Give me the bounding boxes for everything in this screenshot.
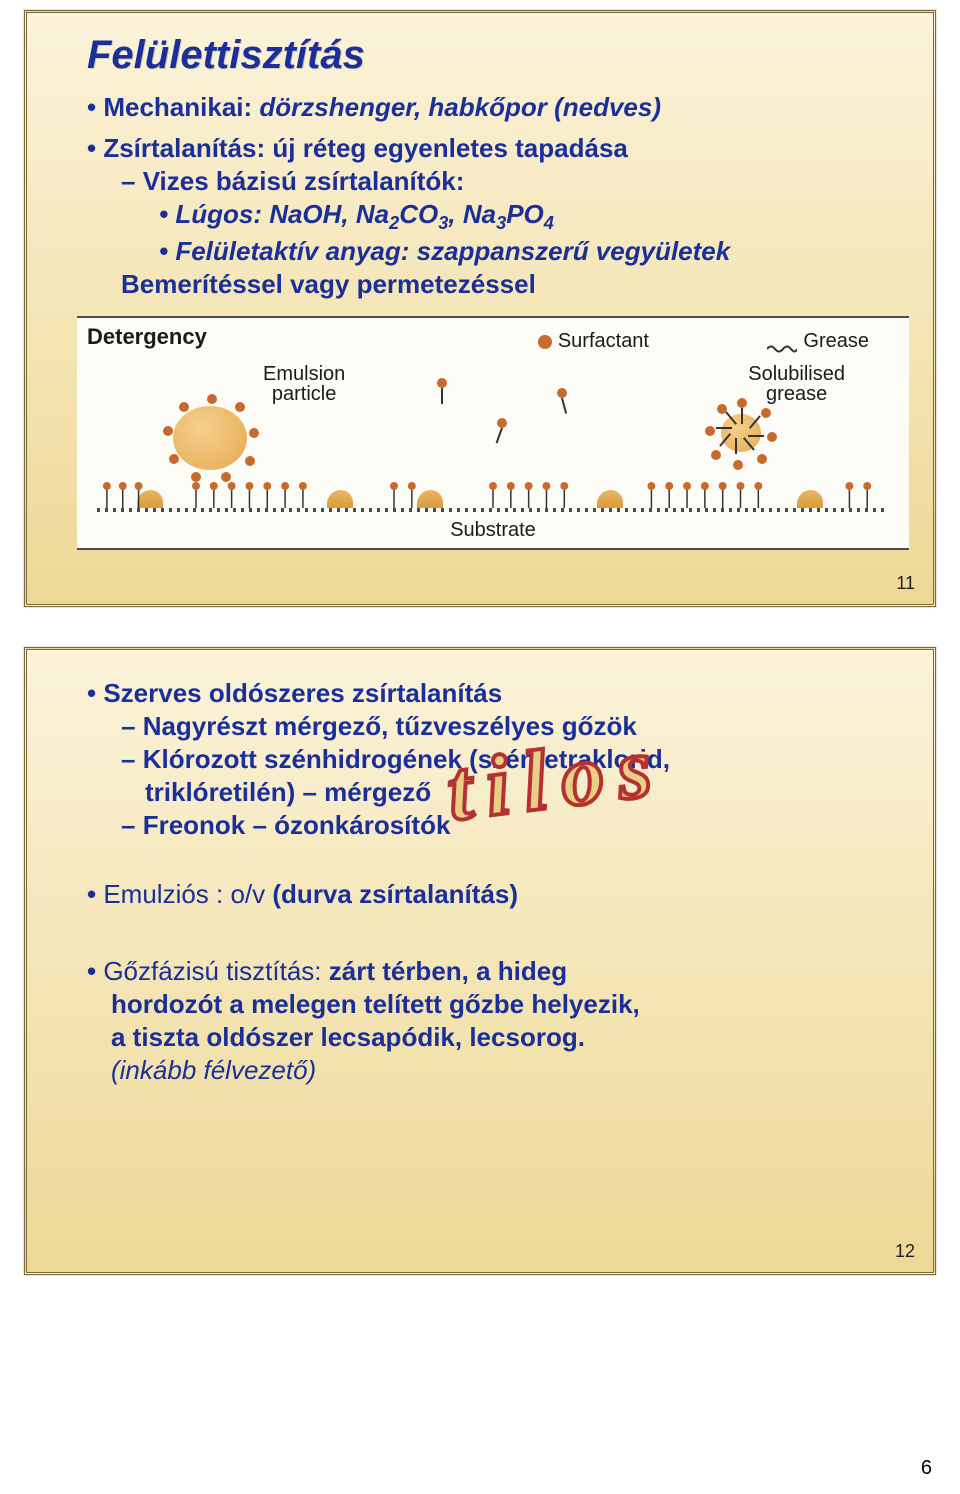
free-surf-3 [557,388,567,398]
po4: PO [506,199,544,229]
goz-d: a tiszta oldószer lecsapódik, lecsorog. [111,1022,899,1053]
goz-a: Gőzfázisú tisztítás: [103,956,328,986]
bullet-zsirtalanitas: Zsírtalanítás: új réteg egyenletes tapad… [87,133,899,164]
label-detergency: Detergency [87,324,207,350]
bullet-gozfazisu: Gőzfázisú tisztítás: zárt térben, a hide… [87,956,899,987]
slide-title: Felülettisztítás [87,33,899,78]
sub-2: 2 [389,213,399,233]
grease-squiggle-icon [767,337,797,347]
bullet-freonok: Freonok – ózonkárosítók [121,810,899,841]
sub-3b: 3 [496,213,506,233]
detergency-diagram: Detergency Surfactant Grease Emulsion pa… [77,316,909,550]
bullet-vizes: Vizes bázisú zsírtalanítók: [121,166,899,197]
sub-3: 3 [438,213,448,233]
surfactant-dot-icon [538,335,552,349]
label-emulsion: Emulsion particle [263,364,345,404]
grease-text: Grease [803,330,869,352]
bullet-emulzios: Emulziós : o/v (durva zsírtalanítás) [87,879,899,910]
page: Felülettisztítás Mechanikai: dörzshenger… [0,10,960,1355]
free-surf-1 [437,378,447,388]
slide-number-1: 11 [896,573,915,594]
co3: CO [399,199,438,229]
bullet-mechanical-pre: Mechanikai: [103,92,252,122]
slide-1: Felülettisztítás Mechanikai: dörzshenger… [24,10,936,607]
bullet-szerves: Szerves oldószeres zsírtalanítás [87,678,899,709]
bullet-klorozott-b: triklóretilén) – mérgező [145,777,899,808]
bullet-mechanikai: Mechanikai: dörzshenger, habkőpor (nedve… [87,92,899,123]
label-grease: Grease [767,330,869,353]
goz-b: zárt térben, a hideg [329,956,567,986]
bullet-mechanical-rest: dörzshenger, habkőpor (nedves) [252,92,661,122]
emulzios-bold: (durva zsírtalanítás) [272,879,518,909]
free-tail-3 [561,398,567,414]
goz-c: hordozót a melegen telített gőzbe helyez… [111,989,899,1020]
substrate-line [97,508,889,512]
bullet-feluletaktiv: Felületaktív anyag: szappanszerű vegyüle… [159,236,899,267]
surfactant-text: Surfactant [558,330,649,352]
page-number: 6 [921,1457,932,1480]
free-tail-1 [441,388,443,404]
mid: , Na [448,199,496,229]
bristles [97,478,889,508]
free-surf-2 [497,418,507,428]
label-substrate: Substrate [450,519,536,542]
bullet-bemerites: Bemerítéssel vagy permetezéssel [121,269,899,300]
label-solgrease: Solubilised grease [748,364,845,404]
bullet-felvezeto: (inkább félvezető) [111,1055,899,1086]
bullet-klorozott-a: Klórozott szénhidrogének (széntetraklori… [121,744,899,775]
bullet-mergezo: Nagyrészt mérgező, tűzveszélyes gőzök [121,711,899,742]
lugos-pre: Lúgos: NaOH, Na [175,199,389,229]
slide-number-2: 12 [895,1241,915,1262]
free-tail-2 [496,428,503,444]
slide-2: Szerves oldószeres zsírtalanítás Nagyrés… [24,647,936,1275]
emulzios-pre: Emulziós : o/v [103,879,272,909]
label-surfactant: Surfactant [538,330,649,353]
sub-4: 4 [544,213,554,233]
bullet-lugos: Lúgos: NaOH, Na2CO3, Na3PO4 [159,199,899,234]
